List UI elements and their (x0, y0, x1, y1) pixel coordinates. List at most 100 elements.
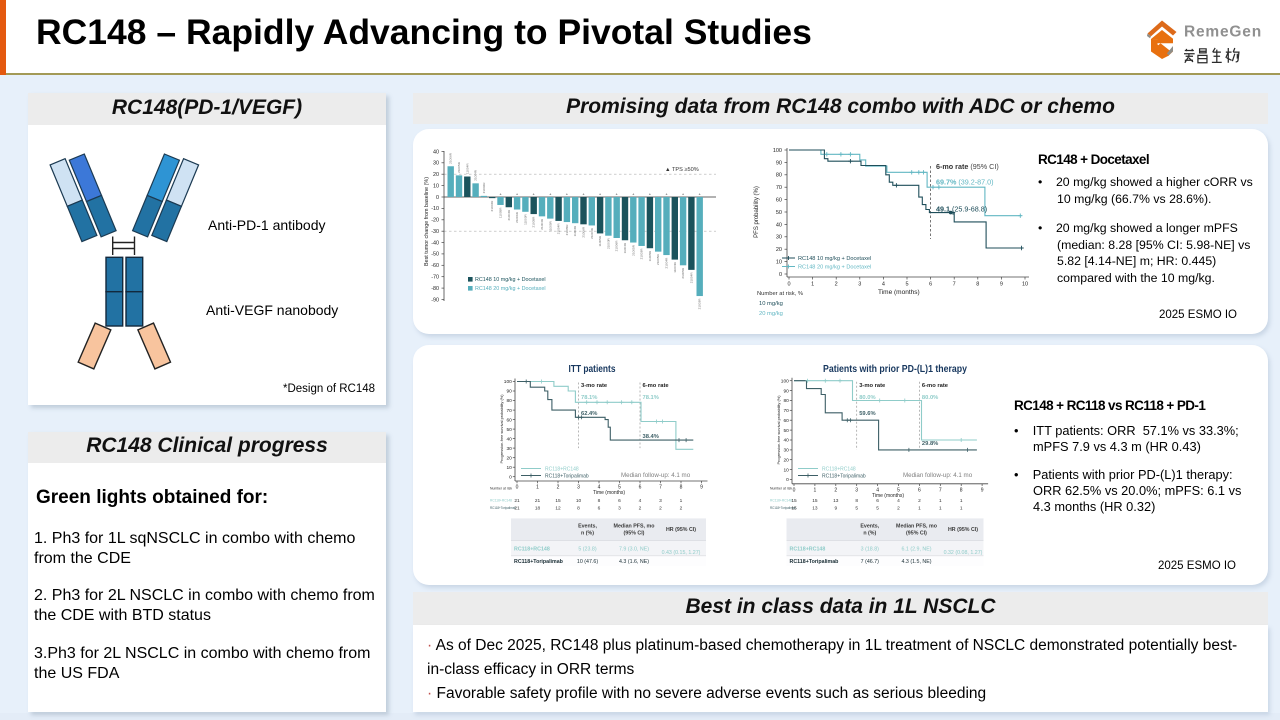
svg-text:11005R: 11005R (648, 250, 652, 261)
svg-text:3-mo rate: 3-mo rate (581, 383, 608, 389)
svg-text:RemeGen: RemeGen (1184, 24, 1262, 41)
svg-text:11004R: 11004R (623, 242, 627, 253)
svg-text:HR (95% CI): HR (95% CI) (948, 527, 978, 533)
svg-text:21005R: 21005R (457, 161, 461, 173)
svg-text:10: 10 (776, 260, 782, 266)
svg-text:1: 1 (939, 506, 942, 512)
svg-text:10: 10 (506, 465, 512, 471)
svg-text:(95% CI): (95% CI) (906, 531, 927, 537)
svg-text:4.3 (1.6, NE): 4.3 (1.6, NE) (619, 559, 649, 565)
svg-text:15: 15 (555, 498, 561, 504)
svg-text:15: 15 (812, 498, 818, 504)
svg-text:40: 40 (776, 222, 782, 228)
svg-text:+: + (699, 192, 702, 197)
svg-text:80.0%: 80.0% (922, 395, 938, 401)
svg-text:80: 80 (783, 398, 789, 404)
svg-text:4: 4 (598, 485, 601, 491)
svg-text:HR (95% CI): HR (95% CI) (666, 527, 696, 533)
svg-text:30: 30 (783, 448, 789, 454)
svg-text:12: 12 (555, 506, 561, 512)
svg-text:RC148 20 mg/kg + Docetaxel: RC148 20 mg/kg + Docetaxel (798, 265, 871, 271)
svg-text:6: 6 (918, 487, 921, 493)
svg-text:-90: -90 (431, 297, 439, 303)
svg-text:21005R: 21005R (631, 244, 635, 256)
svg-text:5: 5 (876, 506, 879, 512)
svg-text:70: 70 (783, 408, 789, 414)
svg-text:2: 2 (639, 506, 642, 512)
svg-text:15: 15 (791, 498, 797, 504)
svg-text:90: 90 (783, 388, 789, 394)
svg-text:80.0%: 80.0% (859, 395, 875, 401)
svg-text:RC118+Toripalimab: RC118+Toripalimab (545, 474, 589, 480)
svg-text:0: 0 (436, 195, 439, 201)
svg-text:9: 9 (700, 485, 703, 491)
svg-text:9: 9 (981, 487, 984, 493)
svg-text:11004R: 11004R (573, 225, 577, 236)
svg-text:Events,: Events, (578, 524, 597, 530)
svg-text:60: 60 (506, 417, 512, 423)
svg-text:90: 90 (776, 160, 782, 166)
svg-text:21003R: 21003R (640, 248, 644, 260)
svg-text:21004R: 21004R (557, 223, 561, 235)
svg-text:0: 0 (786, 477, 789, 483)
svg-text:21003R: 21003R (698, 298, 702, 310)
svg-text:-40: -40 (431, 240, 439, 246)
svg-text:Progression-free survival prob: Progression-free survival probability (%… (776, 395, 781, 465)
svg-text:2: 2 (918, 498, 921, 504)
svg-text:10: 10 (576, 498, 582, 504)
svg-text:50: 50 (506, 427, 512, 433)
svg-text:0: 0 (509, 474, 512, 480)
svg-text:21004R: 21004R (689, 272, 693, 284)
svg-text:20: 20 (776, 247, 782, 253)
svg-text:3-mo rate: 3-mo rate (859, 383, 886, 389)
svg-text:1: 1 (960, 498, 963, 504)
svg-text:21005R: 21005R (565, 224, 569, 236)
svg-text:0: 0 (779, 272, 782, 278)
svg-text:+: + (549, 192, 552, 197)
svg-text:21004R: 21004R (590, 227, 594, 239)
svg-text:21006R: 21006R (449, 152, 453, 164)
svg-text:2: 2 (835, 282, 838, 288)
svg-text:4: 4 (897, 498, 900, 504)
svg-text:+: + (566, 192, 569, 197)
svg-text:2: 2 (897, 506, 900, 512)
svg-text:-30: -30 (431, 229, 439, 235)
svg-text:-80: -80 (431, 286, 439, 292)
svg-text:+: + (682, 192, 685, 197)
svg-text:2: 2 (680, 506, 683, 512)
svg-text:1: 1 (680, 498, 683, 504)
svg-text:+: + (665, 192, 668, 197)
svg-text:Number at risk: Number at risk (490, 487, 512, 491)
svg-text:21005R: 21005R (656, 253, 660, 265)
svg-text:Time (months): Time (months) (872, 493, 904, 499)
svg-text:1: 1 (811, 282, 814, 288)
svg-text:9: 9 (834, 506, 837, 512)
svg-text:8: 8 (577, 506, 580, 512)
svg-text:40: 40 (783, 438, 789, 444)
svg-text:3: 3 (618, 506, 621, 512)
svg-text:Patients with prior PD-(L)1 th: Patients with prior PD-(L)1 therapy (823, 364, 967, 375)
svg-text:60: 60 (783, 418, 789, 424)
svg-text:Median PFS, mo: Median PFS, mo (896, 524, 938, 530)
svg-text:62.4%: 62.4% (581, 411, 597, 417)
svg-text:20: 20 (783, 457, 789, 463)
svg-text:0.32 (0.08, 1.27): 0.32 (0.08, 1.27) (944, 550, 983, 556)
svg-text:10 (47.6): 10 (47.6) (577, 559, 598, 565)
svg-text:7: 7 (659, 485, 662, 491)
svg-text:4: 4 (876, 487, 879, 493)
svg-text:38.4%: 38.4% (643, 434, 659, 440)
svg-text:RC118+RC148: RC118+RC148 (790, 547, 826, 553)
svg-text:n (%): n (%) (863, 531, 876, 537)
svg-text:PFS probability (%): PFS probability (%) (754, 186, 760, 238)
svg-text:3: 3 (858, 282, 861, 288)
svg-text:21006R: 21006R (615, 240, 619, 252)
svg-text:4.3 (1.5, NE): 4.3 (1.5, NE) (901, 559, 931, 565)
svg-text:0: 0 (787, 282, 790, 288)
svg-text:50: 50 (783, 428, 789, 434)
svg-text:RC118+RC148: RC118+RC148 (770, 499, 792, 503)
svg-text:21: 21 (514, 498, 520, 504)
svg-text:6-mo rate: 6-mo rate (922, 383, 949, 389)
svg-text:-50: -50 (431, 252, 439, 258)
svg-text:40: 40 (433, 149, 439, 155)
svg-text:9: 9 (1000, 282, 1003, 288)
